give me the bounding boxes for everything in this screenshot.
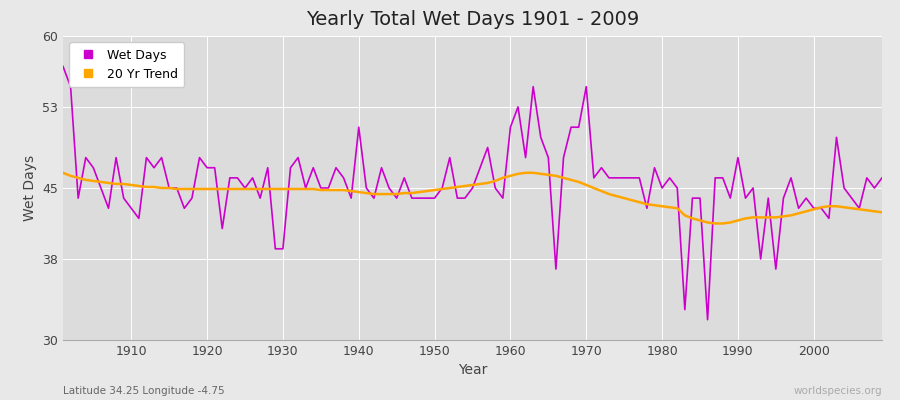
Y-axis label: Wet Days: Wet Days bbox=[22, 155, 37, 221]
Text: worldspecies.org: worldspecies.org bbox=[794, 386, 882, 396]
Legend: Wet Days, 20 Yr Trend: Wet Days, 20 Yr Trend bbox=[69, 42, 184, 87]
Text: Latitude 34.25 Longitude -4.75: Latitude 34.25 Longitude -4.75 bbox=[63, 386, 225, 396]
X-axis label: Year: Year bbox=[458, 364, 487, 378]
Title: Yearly Total Wet Days 1901 - 2009: Yearly Total Wet Days 1901 - 2009 bbox=[306, 10, 639, 29]
